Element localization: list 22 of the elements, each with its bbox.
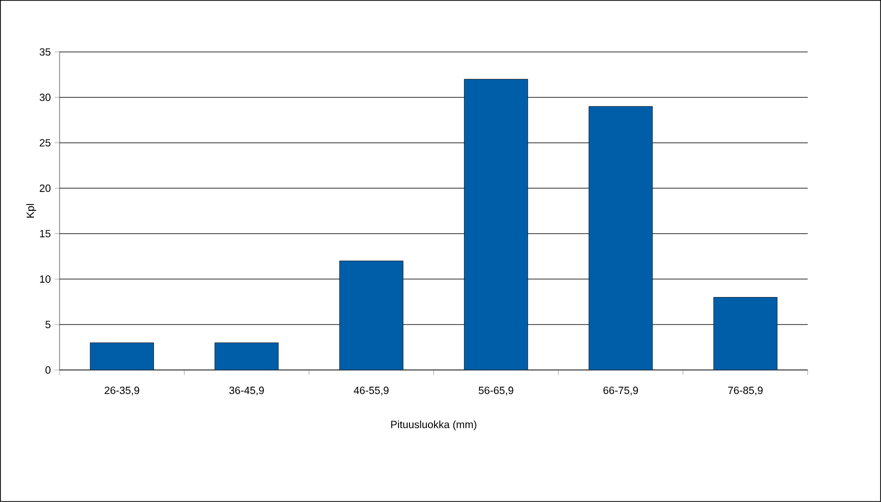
y-tick-label: 5 xyxy=(46,320,50,328)
bar xyxy=(214,342,279,370)
bar xyxy=(464,79,528,370)
y-tick-label: 30 xyxy=(40,94,50,102)
y-tick-label: 10 xyxy=(40,275,50,283)
y-tick-label: 25 xyxy=(40,139,50,147)
y-tick-label: 0 xyxy=(45,366,50,374)
x-tick-label: 46-55,9 xyxy=(354,386,389,396)
x-axis-title: Pituusluokka (mm) xyxy=(391,420,476,430)
bar xyxy=(713,297,778,370)
y-axis-title: Kpl xyxy=(26,204,36,218)
x-tick-label: 76-85,9 xyxy=(728,386,763,396)
x-tick-label: 26-35,9 xyxy=(104,386,140,396)
y-tick-label: 35 xyxy=(40,48,50,56)
bar xyxy=(90,342,154,370)
x-tick-label: 66-75,9 xyxy=(603,386,638,396)
y-tick-label: 20 xyxy=(40,184,50,192)
x-tick-label: 36-45,9 xyxy=(229,386,264,396)
y-tick-label: 15 xyxy=(40,230,50,238)
bar xyxy=(588,106,653,370)
bar xyxy=(339,260,404,370)
x-tick-label: 56-65,9 xyxy=(478,386,514,396)
